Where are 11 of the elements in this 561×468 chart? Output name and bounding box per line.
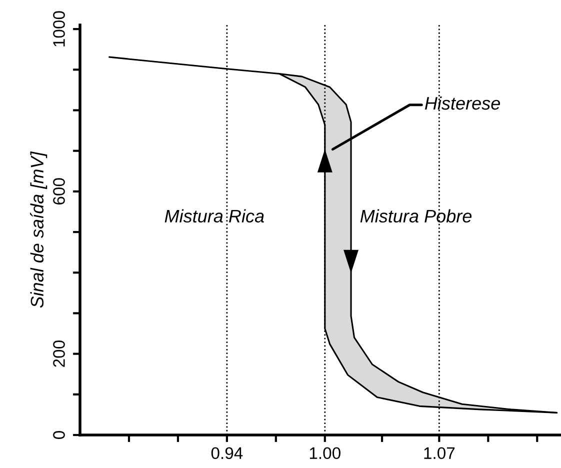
- annotation: Mistura Rica: [164, 209, 264, 223]
- y-tick-label: 600: [53, 178, 65, 204]
- annotation: Mistura Pobre: [360, 209, 472, 223]
- y-tick-label: 200: [53, 340, 65, 367]
- y-tick-label: 0: [53, 431, 65, 439]
- x-tick-label: 1.00: [310, 447, 340, 460]
- y-tick-label: 1000: [53, 11, 65, 46]
- annotation: Histerese: [424, 96, 500, 110]
- y-axis-title: Sinal de saída [mV]: [30, 151, 48, 308]
- x-tick-label: 1.07: [424, 447, 455, 460]
- x-tick-label: 0.94: [211, 447, 243, 460]
